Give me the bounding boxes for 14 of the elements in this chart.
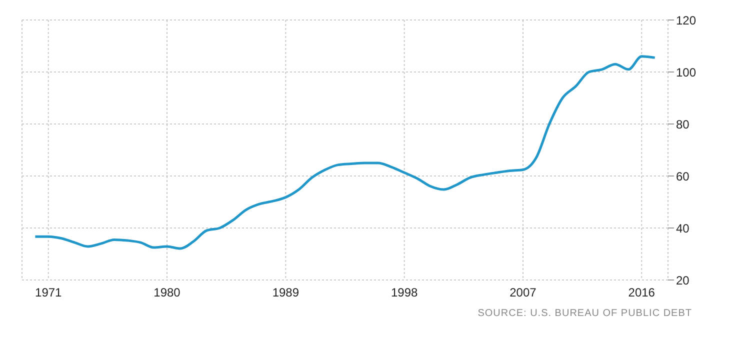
x-tick-label: 1989 bbox=[272, 286, 300, 300]
x-tick-label: 2007 bbox=[510, 286, 537, 300]
y-tick-label: 100 bbox=[676, 65, 696, 80]
x-tick-label: 2016 bbox=[628, 286, 656, 300]
y-tick-label: 60 bbox=[676, 169, 690, 184]
source-note: SOURCE: U.S. BUREAU OF PUBLIC DEBT bbox=[476, 308, 693, 319]
x-tick-label: 1971 bbox=[35, 286, 62, 300]
line-series bbox=[34, 55, 656, 250]
y-tick-label: 20 bbox=[676, 273, 690, 288]
y-tick-label: 40 bbox=[676, 221, 690, 236]
y-tick-label: 80 bbox=[676, 117, 690, 132]
x-tick-label: 1998 bbox=[390, 286, 418, 300]
y-tick-label: 120 bbox=[676, 13, 696, 28]
x-tick-label: 1980 bbox=[154, 286, 181, 300]
